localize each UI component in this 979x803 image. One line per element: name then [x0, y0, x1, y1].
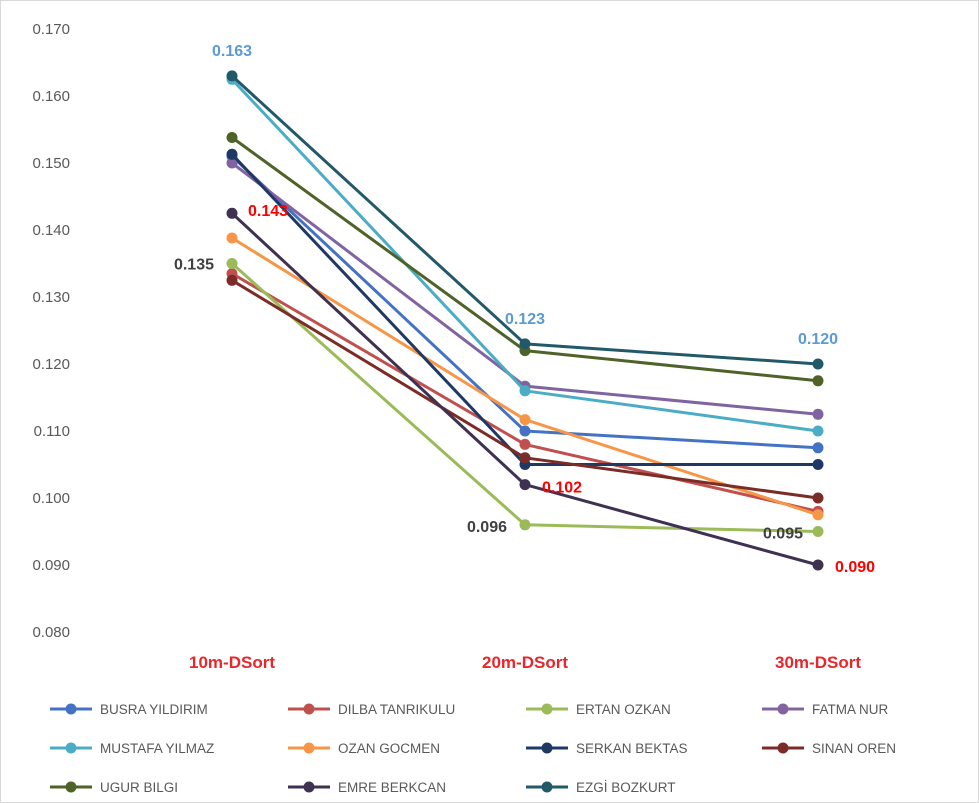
- x-axis: 10m-DSort 20m-DSort 30m-DSort: [189, 653, 861, 672]
- y-tick-label: 0.160: [32, 88, 70, 105]
- data-point: [519, 438, 531, 450]
- series-5: [226, 232, 824, 521]
- x-category-label: 30m-DSort: [775, 653, 861, 672]
- series-lines: [226, 70, 824, 571]
- legend-label: EMRE BERKCAN: [338, 780, 446, 795]
- legend-item: UGUR BILGI: [50, 780, 178, 795]
- legend-label: DILBA TANRIKULU: [338, 702, 455, 717]
- legend-item: DILBA TANRIKULU: [288, 702, 455, 717]
- legend: BUSRA YILDIRIM DILBA TANRIKULU ERTAN OZKAN…: [50, 702, 896, 795]
- data-label: 0.090: [835, 559, 875, 576]
- legend-item: MUSTAFA YILMAZ: [50, 741, 214, 756]
- data-point: [812, 559, 824, 571]
- data-point: [226, 157, 238, 169]
- data-point: [812, 442, 824, 454]
- series-line: [230, 78, 819, 433]
- legend-swatch-marker: [303, 703, 315, 715]
- series-6: [226, 148, 824, 470]
- series-0: [226, 150, 824, 454]
- legend-label: EZGİ BOZKURT: [576, 780, 676, 795]
- data-point: [226, 207, 238, 219]
- legend-item: EZGİ BOZKURT: [526, 780, 676, 795]
- legend-swatch-marker: [303, 781, 315, 793]
- y-tick-label: 0.120: [32, 356, 70, 373]
- data-label: 0.095: [763, 526, 803, 543]
- legend-item: FATMA NUR: [762, 702, 889, 717]
- data-point: [226, 70, 238, 82]
- data-point: [812, 375, 824, 387]
- data-point: [812, 459, 824, 470]
- y-tick-label: 0.100: [32, 490, 70, 507]
- data-label: 0.123: [505, 311, 545, 328]
- data-point: [812, 492, 824, 504]
- y-tick-label: 0.150: [32, 155, 70, 172]
- y-tick-label: 0.080: [32, 624, 70, 641]
- legend-label: SERKAN BEKTAS: [576, 741, 688, 756]
- data-point: [812, 408, 824, 420]
- legend-label: SINAN OREN: [812, 741, 896, 756]
- series-10: [226, 70, 824, 370]
- data-point: [226, 274, 238, 286]
- x-category-label: 10m-DSort: [189, 653, 275, 672]
- data-point: [519, 338, 531, 350]
- y-tick-label: 0.130: [32, 289, 70, 306]
- x-category-label: 20m-DSort: [482, 653, 568, 672]
- y-tick-label: 0.110: [34, 423, 70, 440]
- data-point: [519, 452, 531, 464]
- legend-swatch-marker: [65, 781, 77, 793]
- data-point: [812, 509, 824, 521]
- data-point: [519, 385, 531, 397]
- legend-swatch-marker: [65, 742, 77, 754]
- y-axis: 0.080 0.090 0.100 0.110 0.120 0.130 0.140 0.150…: [32, 21, 70, 641]
- data-label: 0.163: [212, 43, 252, 60]
- legend-item: BUSRA YILDIRIM: [50, 702, 208, 717]
- data-point: [519, 519, 531, 531]
- data-point: [519, 425, 531, 437]
- data-label: 0.096: [467, 519, 507, 536]
- y-tick-label: 0.090: [32, 557, 70, 574]
- legend-label: FATMA NUR: [812, 702, 889, 717]
- data-labels: 0.163 0.143 0.135 0.123 0.102 0.096 0.120 0.095…: [174, 43, 875, 576]
- data-label: 0.135: [174, 257, 214, 274]
- legend-label: UGUR BILGI: [100, 780, 178, 795]
- data-point: [226, 132, 238, 143]
- data-point: [519, 479, 531, 491]
- legend-label: ERTAN OZKAN: [576, 702, 671, 717]
- data-point: [226, 258, 238, 269]
- legend-item: SERKAN BEKTAS: [526, 741, 688, 756]
- data-point: [812, 358, 824, 370]
- legend-label: BUSRA YILDIRIM: [100, 702, 208, 717]
- legend-swatch-marker: [541, 742, 553, 754]
- y-tick-label: 0.170: [32, 21, 70, 38]
- data-label: 0.102: [542, 480, 582, 497]
- legend-swatch-marker: [777, 703, 789, 715]
- series-7: [226, 274, 824, 504]
- legend-item: ERTAN OZKAN: [526, 702, 671, 717]
- data-point: [812, 526, 824, 537]
- legend-item: OZAN GOCMEN: [288, 741, 440, 756]
- legend-swatch-marker: [541, 781, 553, 793]
- legend-swatch-marker: [303, 742, 315, 754]
- data-label: 0.120: [798, 331, 838, 348]
- legend-label: MUSTAFA YILMAZ: [100, 741, 214, 756]
- series-line: [231, 236, 819, 517]
- legend-label: OZAN GOCMEN: [338, 741, 440, 756]
- series-9: [226, 207, 824, 571]
- data-point: [226, 148, 238, 160]
- series-2: [226, 258, 824, 537]
- data-point: [812, 425, 824, 437]
- legend-swatch-marker: [541, 703, 553, 715]
- legend-item: SINAN OREN: [762, 741, 896, 756]
- legend-swatch-marker: [65, 703, 77, 715]
- data-label: 0.143: [248, 203, 288, 220]
- y-tick-label: 0.140: [32, 222, 70, 239]
- legend-item: EMRE BERKCAN: [288, 780, 446, 795]
- data-point: [226, 232, 238, 244]
- legend-swatch-marker: [777, 742, 789, 754]
- data-point: [519, 414, 531, 426]
